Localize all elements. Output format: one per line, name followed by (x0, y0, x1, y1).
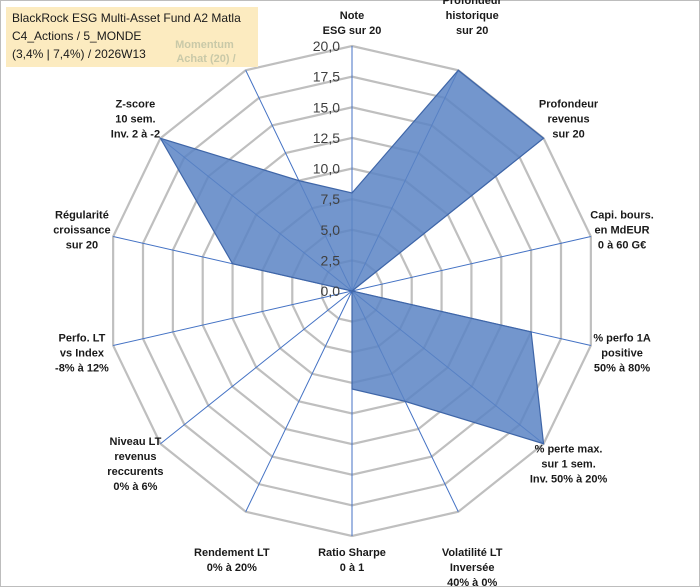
category-label-line: 0 à 60 G€ (598, 239, 646, 251)
category-label-line: Perfo. LT (59, 333, 106, 345)
category-label-line: reccurents (107, 466, 163, 478)
category-label-9: Rendement LT 0% à 20% (194, 547, 270, 574)
title-line-2: C4_Actions / 5_MONDE (12, 29, 141, 43)
category-label-line: 40% à 0% (447, 577, 497, 587)
title-line-1: BlackRock ESG Multi-Asset Fund A2 Matla (12, 11, 241, 25)
tick-label: 20,0 (313, 38, 340, 54)
category-label-7: Volatilité LT Inversée 40% à 0% (442, 547, 503, 587)
category-label-8: Ratio Sharpe 0 à 1 (318, 547, 386, 574)
category-label-line: Capi. bours. (590, 209, 654, 221)
tick-label: 5,0 (321, 222, 341, 238)
category-label-line: sur 1 sem. (541, 459, 595, 471)
axis-spoke-11 (113, 290, 353, 347)
category-label-line: 10 sem. (115, 113, 155, 125)
title-line-3: (3,4% | 7,4%) / 2026W13 (12, 47, 146, 61)
category-label-4: Capi. bours. en MdEUR 0 à 60 G€ (590, 209, 654, 251)
category-label-line: en MdEUR (595, 224, 650, 236)
category-label-line: sur 20 (552, 128, 584, 140)
category-label-line: ESG sur 20 (323, 25, 382, 37)
radial-tick-labels: 0,0 2,5 5,0 7,5 10,0 12,5 15,0 17,5 20,0 (313, 38, 340, 299)
category-label-line: -8% à 12% (55, 363, 109, 375)
tick-label: 0,0 (321, 283, 341, 299)
category-label-5: % perfo 1A positive 50% à 80% (593, 333, 651, 375)
category-label-line: vs Index (60, 348, 105, 360)
category-label-line: Inversée (450, 562, 495, 574)
category-label-line: sur 20 (456, 25, 488, 37)
chart-title: BlackRock ESG Multi-Asset Fund A2 Matla … (12, 11, 244, 61)
category-label-line: Rendement LT (194, 547, 270, 559)
category-label-line: revenus (547, 113, 589, 125)
category-label-11: Perfo. LT vs Index -8% à 12% (55, 333, 109, 375)
category-label-line: Z-score (116, 98, 156, 110)
category-label-line: Profondeur (443, 0, 503, 7)
tick-label: 17,5 (313, 69, 340, 85)
category-label-line: Inv. 2 à -2 (111, 128, 160, 140)
category-label-2: Profondeur historique sur 20 (443, 0, 503, 37)
series-area-1 (159, 69, 545, 445)
category-label-line: Profondeur (539, 98, 599, 110)
tick-label: 7,5 (321, 191, 341, 207)
category-label-line: 0 à 1 (340, 562, 364, 574)
tick-label: 2,5 (321, 252, 341, 268)
category-label-line: Note (340, 10, 364, 22)
category-label-3: Profondeur revenus sur 20 (539, 98, 599, 140)
category-label-line: positive (601, 348, 643, 360)
tick-label: 12,5 (313, 130, 340, 146)
category-label-6: % perte max. sur 1 sem. Inv. 50% à 20% (530, 444, 608, 486)
category-label-line: Niveau LT (110, 436, 162, 448)
category-label-line: % perte max. (535, 444, 603, 456)
category-label-line: croissance (53, 224, 110, 236)
category-label-line: Inv. 50% à 20% (530, 474, 608, 486)
legend-momentum: Momentum (175, 39, 234, 51)
tick-label: 15,0 (313, 99, 340, 115)
category-label-line: Volatilité LT (442, 547, 503, 559)
axis-spoke-4 (351, 235, 591, 292)
axis-spoke-10 (160, 290, 353, 445)
category-label-line: historique (446, 10, 499, 22)
category-label-line: Régularité (55, 209, 109, 221)
category-label-line: revenus (114, 451, 156, 463)
axis-spoke-9 (245, 290, 353, 512)
title-box (6, 7, 258, 67)
category-label-1: Note ESG sur 20 (323, 10, 382, 37)
category-label-line: 0% à 20% (207, 562, 257, 574)
category-label-line: sur 20 (66, 239, 98, 251)
category-label-line: Ratio Sharpe (318, 547, 386, 559)
category-label-10: Niveau LT revenus reccurents 0% à 6% (107, 436, 163, 493)
legend-achat: Achat (20) / (176, 53, 235, 65)
category-label-13: Z-score 10 sem. Inv. 2 à -2 (111, 98, 160, 140)
category-label-12: Régularité croissance sur 20 (53, 209, 110, 251)
tick-label: 10,0 (313, 161, 340, 177)
category-label-line: % perfo 1A (593, 333, 651, 345)
category-label-line: 0% à 6% (113, 481, 157, 493)
category-label-line: 50% à 80% (594, 363, 650, 375)
data-area (159, 69, 545, 445)
legend: Momentum Achat (20) / (175, 39, 237, 65)
category-labels: Note ESG sur 20 Profondeur historique sur 20… (53, 0, 654, 587)
